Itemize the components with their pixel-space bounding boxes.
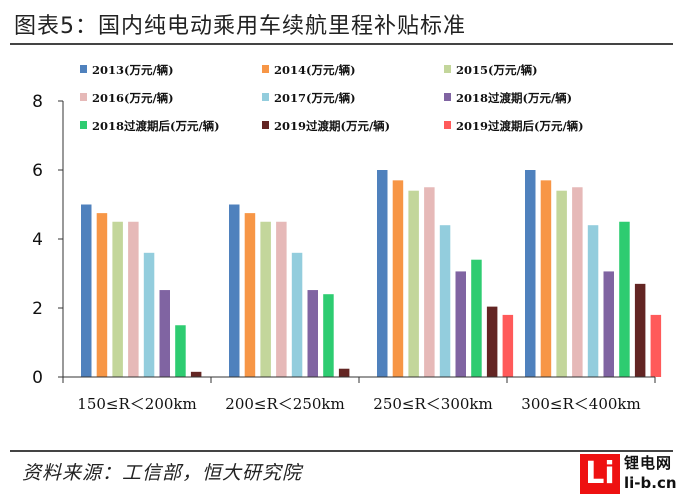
legend-swatch: [262, 121, 269, 129]
x-tick-label: 300≤R＜400km: [521, 395, 640, 413]
watermark-box: Li: [580, 454, 620, 494]
legend-label: 2019过渡期(万元/辆): [274, 119, 390, 133]
legend-label: 2019过渡期后(万元/辆): [456, 119, 584, 133]
legend-label: 2018过渡期后(万元/辆): [92, 119, 220, 133]
bar: [587, 225, 599, 377]
x-tick-label: 200≤R＜250km: [225, 395, 344, 413]
bar: [439, 225, 451, 377]
bar: [143, 252, 155, 377]
bar: [175, 325, 186, 377]
legend: 2013(万元/辆) 2014(万元/辆) 2015(万元/辆) 2016(万元/辆)…: [80, 63, 584, 133]
bar: [455, 271, 466, 377]
bar: [619, 221, 630, 377]
x-tick-label: 250≤R＜300km: [373, 395, 492, 413]
legend-swatch: [80, 65, 87, 73]
bar: [323, 294, 334, 377]
bar: [634, 283, 646, 377]
legend-swatch: [444, 121, 451, 129]
bar: [276, 221, 287, 377]
bar: [229, 204, 240, 377]
legend-label: 2015(万元/辆): [456, 63, 538, 77]
footer-divider: [10, 450, 673, 452]
y-tick-label: 0: [32, 368, 43, 388]
bar: [128, 221, 139, 377]
x-tick-label: 150≤R＜200km: [77, 395, 196, 413]
bar-chart: 2013(万元/辆) 2014(万元/辆) 2015(万元/辆) 2016(万元/辆)…: [32, 63, 662, 413]
y-axis: 0 2 4 6 8: [32, 92, 64, 388]
legend-swatch: [80, 121, 87, 129]
legend-swatch: [262, 93, 269, 101]
bar: [603, 271, 614, 377]
legend-swatch: [444, 93, 451, 101]
bar: [471, 259, 482, 377]
bar: [502, 314, 514, 377]
bar: [377, 170, 388, 377]
bar: [556, 190, 567, 377]
legend-label: 2016(万元/辆): [92, 91, 174, 105]
bar: [81, 204, 92, 377]
y-tick-label: 2: [32, 299, 43, 319]
bars: [81, 170, 662, 377]
bar: [96, 213, 108, 377]
y-tick-label: 8: [32, 92, 43, 112]
bar: [291, 252, 303, 377]
bar: [540, 180, 552, 377]
bar: [392, 180, 404, 377]
x-axis: 150≤R＜200km 200≤R＜250km 250≤R＜300km 300≤R＜4…: [62, 376, 656, 413]
y-tick-label: 4: [32, 230, 43, 250]
legend-swatch: [444, 65, 451, 73]
bar: [112, 221, 123, 377]
bar: [159, 290, 170, 377]
legend-label: 2014(万元/辆): [274, 63, 356, 77]
bar: [572, 187, 583, 377]
bar: [486, 306, 498, 377]
legend-label: 2018过渡期(万元/辆): [456, 91, 572, 105]
y-tick-label: 6: [32, 161, 43, 181]
bar: [190, 371, 202, 377]
title-divider: [10, 43, 673, 45]
watermark-url: li-b.cn: [624, 474, 677, 492]
bar: [244, 213, 256, 377]
bar: [260, 221, 271, 377]
watermark-logo: Li 锂电网 li-b.cn: [580, 452, 680, 496]
legend-label: 2013(万元/辆): [92, 63, 174, 77]
watermark-cn: 锂电网: [624, 454, 673, 472]
legend-label: 2017(万元/辆): [274, 91, 356, 105]
chart-title: 图表5：国内纯电动乘用车续航里程补贴标准: [14, 14, 466, 39]
bar: [307, 290, 318, 377]
bar: [338, 368, 350, 377]
bar: [650, 314, 662, 377]
legend-swatch: [80, 93, 87, 101]
bar: [424, 187, 435, 377]
bar: [525, 170, 536, 377]
source-note: 资料来源：工信部，恒大研究院: [22, 462, 303, 484]
legend-swatch: [262, 65, 269, 73]
bar: [408, 190, 419, 377]
